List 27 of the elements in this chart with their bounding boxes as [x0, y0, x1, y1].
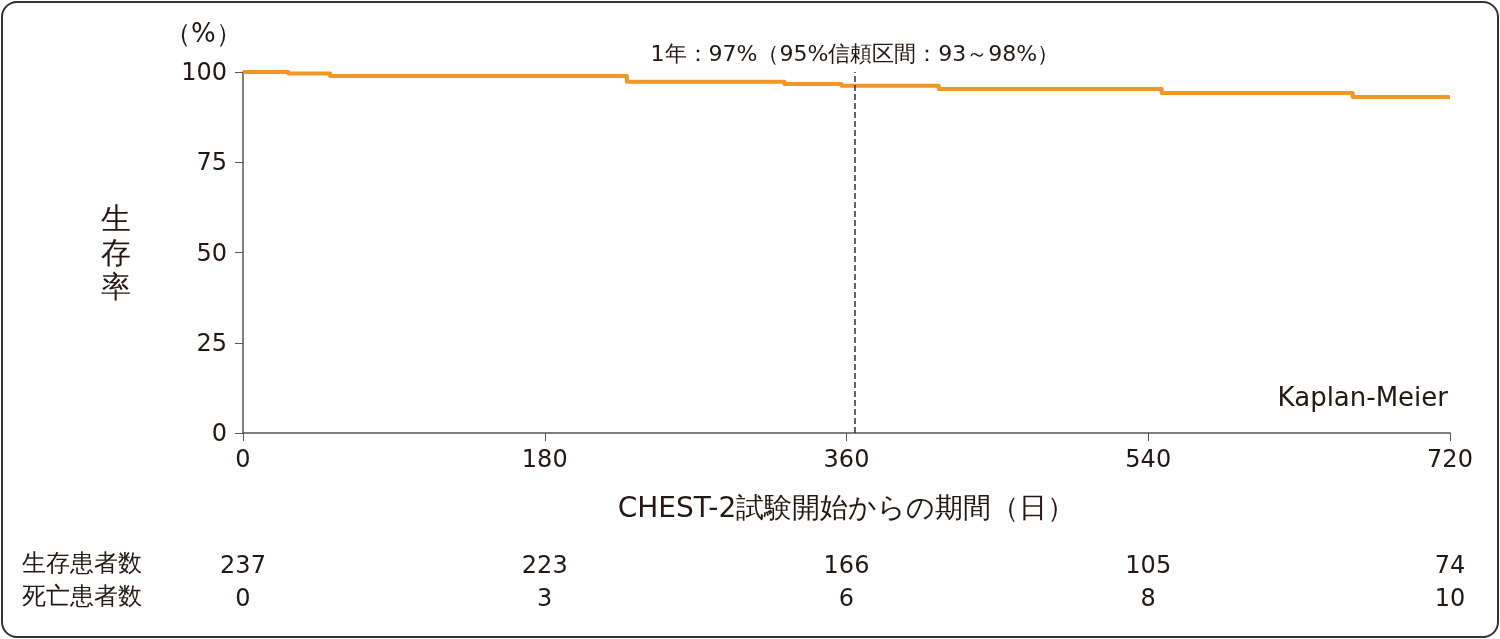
text: 74: [1434, 551, 1466, 579]
y-axis-title: 生存率: [101, 201, 131, 304]
annotation: Kaplan-Meier: [1277, 382, 1449, 412]
x-tick-label: 0: [235, 445, 251, 473]
y-tick-label: 50: [196, 238, 227, 267]
text: 6: [838, 584, 855, 612]
x-tick-label: 180: [521, 445, 568, 473]
y-tick-label: 0: [211, 419, 227, 447]
text: 223: [521, 551, 568, 579]
text: 10: [1434, 584, 1466, 612]
text: 0: [235, 584, 251, 612]
text: 237: [220, 551, 266, 579]
text: （%）: [165, 18, 242, 48]
text: 8: [1140, 584, 1156, 612]
x-axis-title: CHEST-2試験開始からの期間（日）: [617, 490, 1076, 524]
text: 生存患者数: [22, 549, 142, 577]
text: 105: [1125, 551, 1172, 579]
x-tick-label: 540: [1125, 445, 1172, 473]
x-tick-label: 360: [823, 445, 870, 473]
text: 死亡患者数: [22, 582, 142, 610]
text: 166: [823, 551, 870, 579]
y-tick-label: 75: [196, 148, 227, 177]
text: 3: [537, 584, 553, 612]
y-tick-label: 25: [196, 328, 227, 357]
ref-line-label: 1年：97%（95%信頼区間：93～98%）: [650, 40, 1060, 66]
x-tick-label: 720: [1427, 445, 1473, 473]
y-tick-label: 100: [181, 58, 227, 86]
